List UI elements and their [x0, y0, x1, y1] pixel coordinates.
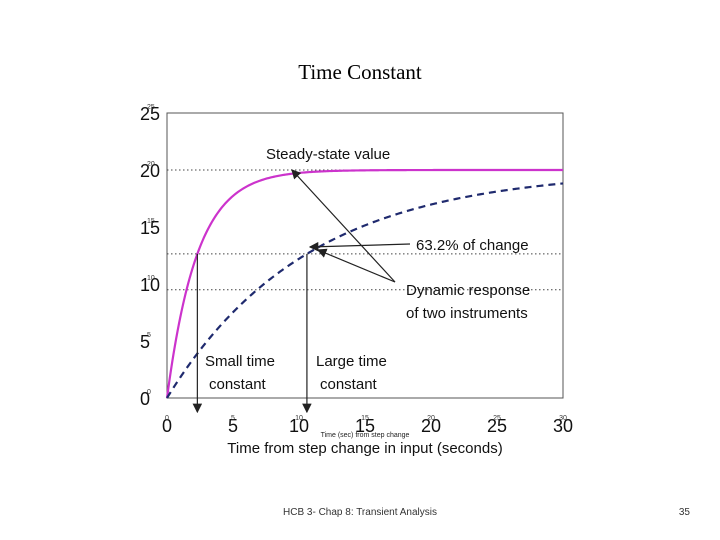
page-number: 35: [678, 507, 690, 518]
x-tick-label-0: 0: [162, 416, 172, 436]
y-tick-label-3: 15: [140, 218, 160, 238]
x-tick-label-6: 30: [553, 416, 573, 436]
x-tick-label-small-3: 15: [361, 415, 369, 422]
x-tick-label-small-5: 25: [493, 415, 501, 422]
small-time-constant-label-1: Small time: [205, 353, 275, 370]
y-tick-label-small-4: 20: [147, 161, 155, 168]
x-tick-label-3: 15: [355, 416, 375, 436]
large-time-constant-label-1: Large time: [316, 353, 387, 370]
dynamic-response-label-1: Dynamic response: [406, 282, 530, 299]
y-tick-label-small-0: 0: [147, 389, 151, 396]
y-tick-label-4: 20: [140, 161, 160, 181]
y-tick-label-small-3: 15: [147, 218, 155, 225]
large-time-constant-label-2: constant: [320, 376, 378, 393]
x-tick-label-small-4: 20: [427, 415, 435, 422]
x-axis-label-small: Time (sec) from step change: [321, 432, 410, 439]
x-tick-label-small-6: 30: [559, 415, 567, 422]
x-tick-label-1: 5: [228, 416, 238, 436]
x-tick-label-4: 20: [421, 416, 441, 436]
series-line-1: [166, 182, 564, 399]
arrow-to-slow-curve: [316, 248, 396, 283]
y-tick-label-small-5: 25: [147, 104, 155, 111]
plot-frame: [166, 112, 564, 399]
arrow-to-fast-curve: [291, 169, 396, 283]
dynamic-response-label-2: of two instruments: [406, 305, 528, 322]
small-time-constant-label-2: constant: [209, 376, 267, 393]
x-tick-label-5: 25: [487, 416, 507, 436]
x-tick-label-small-0: 0: [165, 415, 169, 422]
y-tick-label-small-2: 10: [147, 275, 155, 282]
slide-title: Time Constant: [298, 60, 422, 84]
x-tick-label-2: 10: [289, 416, 309, 436]
series-line-0: [165, 168, 563, 399]
steady-state-label: Steady-state value: [266, 146, 390, 163]
percent-change-label: 63.2% of change: [416, 237, 529, 254]
y-tick-label-2: 10: [140, 275, 160, 295]
y-tick-label-small-1: 5: [147, 332, 151, 339]
x-axis-label: Time from step change in input (seconds): [227, 440, 502, 457]
y-tick-label-1: 5: [140, 332, 150, 352]
slide-footer: HCB 3- Chap 8: Transient Analysis: [283, 507, 437, 518]
y-tick-label-5: 25: [140, 104, 160, 124]
x-tick-label-small-2: 10: [295, 415, 303, 422]
y-tick-label-0: 0: [140, 389, 150, 409]
x-tick-label-small-1: 5: [231, 415, 235, 422]
arrow-to-63-percent: [308, 241, 411, 252]
